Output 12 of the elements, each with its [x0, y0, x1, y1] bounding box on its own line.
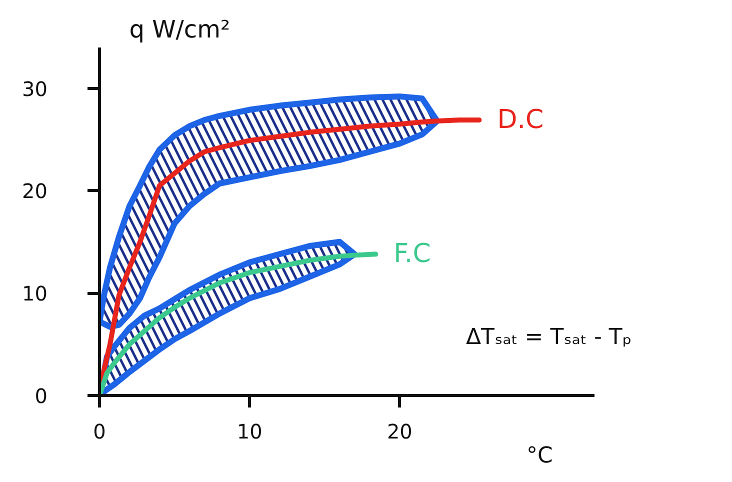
x-tick-label: 10	[236, 420, 262, 444]
y-tick-label: 30	[22, 76, 48, 101]
series-label: F.C	[394, 239, 431, 270]
y-tick-label: 10	[22, 282, 48, 306]
y-tick-label: 20	[22, 179, 48, 204]
x-tick-label: 20	[386, 420, 412, 444]
y-tick-label: 0	[34, 384, 48, 408]
annotation: ΔTₛₐₜ = Tₛₐₜ - Tₚ	[466, 325, 632, 350]
x-tick-label: 0	[93, 420, 106, 444]
y-axis-title: q W/cm²	[129, 15, 230, 44]
x-axis-title: °C	[526, 444, 553, 468]
series-label: D.C	[497, 105, 544, 135]
